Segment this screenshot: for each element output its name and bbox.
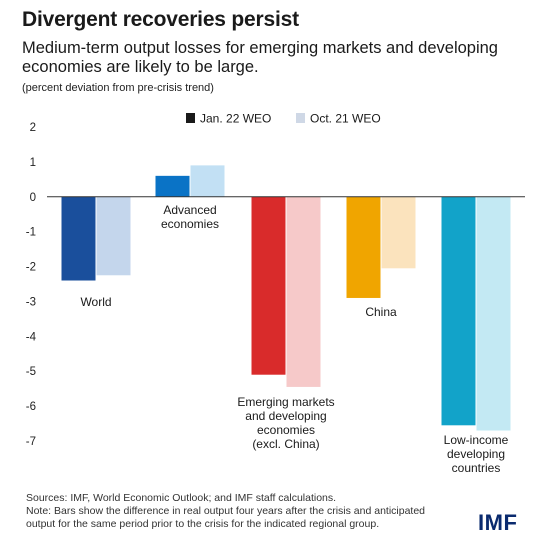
y-tick-label: 0: [30, 192, 36, 204]
bar-oct21: [286, 196, 321, 387]
category-label: and developing: [245, 409, 326, 423]
category-label: economies: [257, 423, 315, 437]
category-label: countries: [452, 461, 501, 475]
category-label: Low-income: [444, 433, 509, 447]
imf-logo: IMF: [478, 510, 518, 535]
bar-jan22: [441, 196, 476, 426]
note-line-1: Note: Bars show the difference in real o…: [26, 505, 426, 517]
y-tick-label: -7: [26, 436, 36, 448]
category-label: economies: [161, 217, 219, 231]
category-label: Emerging markets: [237, 395, 334, 409]
bar-chart: 210-1-2-3-4-5-6-7WorldAdvancedeconomiesE…: [26, 112, 525, 475]
bar-oct21: [381, 196, 416, 269]
category-label: China: [365, 305, 397, 319]
sources-note: Sources: IMF, World Economic Outlook; an…: [26, 492, 337, 504]
chart-title: Divergent recoveries persist: [22, 8, 299, 31]
unit-note: (percent deviation from pre-crisis trend…: [22, 82, 214, 94]
legend-label: Oct. 21 WEO: [310, 112, 381, 126]
bar-oct21: [96, 196, 131, 276]
legend-swatch: [186, 113, 195, 123]
bar-jan22: [155, 175, 190, 197]
chart-subtitle: Medium-term output losses for emerging m…: [22, 39, 498, 76]
legend-label: Jan. 22 WEO: [200, 112, 271, 126]
bar-jan22: [61, 196, 96, 281]
chart-footer: Sources: IMF, World Economic Outlook; an…: [26, 492, 466, 531]
y-tick-label: 1: [30, 157, 36, 169]
y-tick-label: 2: [30, 122, 36, 134]
bar-oct21: [190, 165, 225, 197]
bar-jan22: [346, 196, 381, 298]
category-label: (excl. China): [252, 437, 319, 451]
y-tick-label: -2: [26, 262, 36, 274]
y-tick-label: -1: [26, 227, 36, 239]
y-tick-label: -3: [26, 296, 36, 308]
category-label: Advanced: [163, 203, 216, 217]
bar-jan22: [251, 196, 286, 375]
y-tick-label: -4: [26, 331, 37, 343]
note-line-2: output for the same period prior to the …: [26, 518, 380, 530]
bar-oct21: [476, 196, 511, 431]
y-tick-label: -5: [26, 366, 36, 378]
category-label: World: [80, 295, 111, 309]
y-tick-label: -6: [26, 401, 36, 413]
legend-swatch: [296, 113, 305, 123]
category-label: developing: [447, 447, 505, 461]
